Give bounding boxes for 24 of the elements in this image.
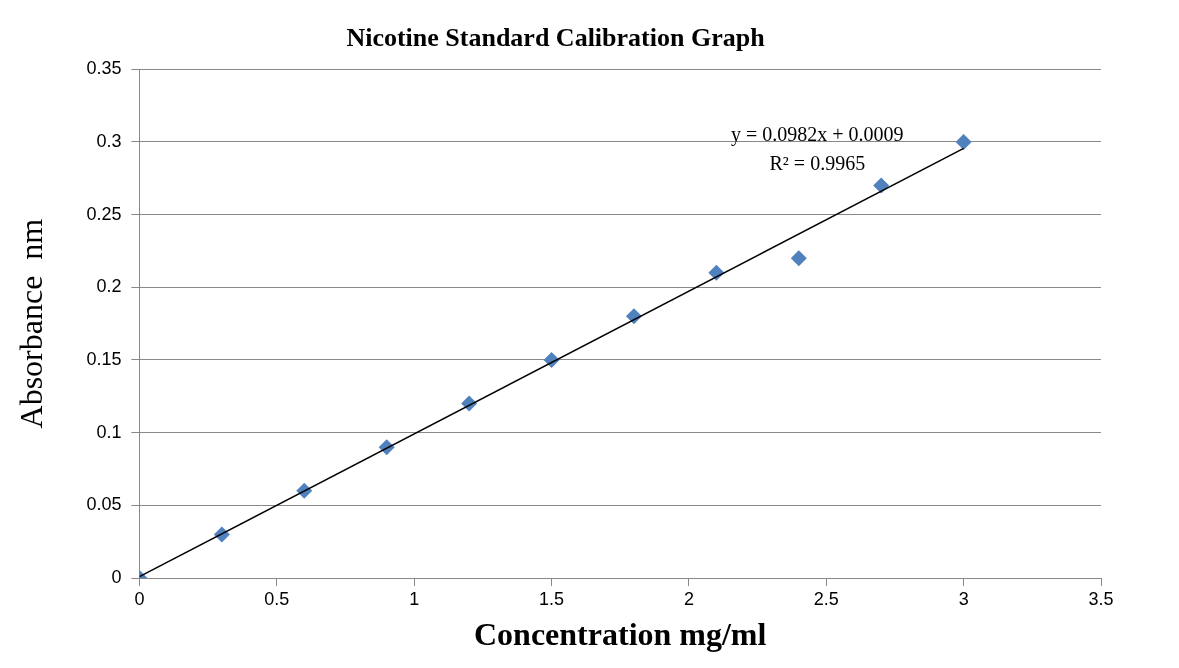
y-tick-label: 0.2 xyxy=(96,276,122,297)
y-tick-label: 0.25 xyxy=(86,203,122,224)
y-tick-label: 0.1 xyxy=(96,421,122,442)
chart-title: Nicotine Standard Calibration Graph xyxy=(346,23,766,53)
x-tick-label: 2 xyxy=(683,588,694,609)
x-tick-label: 3 xyxy=(958,588,969,609)
x-axis-title: Concentration mg/ml xyxy=(474,616,767,653)
point xyxy=(790,250,807,267)
y-axis-title: Absorbance nm xyxy=(12,218,49,429)
y-tick-label: 0.15 xyxy=(86,348,122,369)
y-tick-label: 0 xyxy=(111,566,122,587)
point xyxy=(873,177,890,194)
annotation: y = 0.0982x + 0.0009 xyxy=(731,122,904,146)
x-tick-label: 0 xyxy=(134,588,145,609)
x-tick-label: 2.5 xyxy=(813,588,839,609)
x-tick-label: 3.5 xyxy=(1088,588,1114,609)
y-tick-label: 0.3 xyxy=(96,130,122,151)
annotation: R² = 0.9965 xyxy=(769,151,866,174)
y-tick-label: 0.05 xyxy=(86,494,122,515)
x-tick-label: 1.5 xyxy=(539,588,565,609)
x-tick-label: 0.5 xyxy=(264,588,290,609)
y-tick-label: 0.35 xyxy=(86,58,122,79)
point xyxy=(955,133,972,150)
x-tick-label: 1 xyxy=(409,588,420,609)
